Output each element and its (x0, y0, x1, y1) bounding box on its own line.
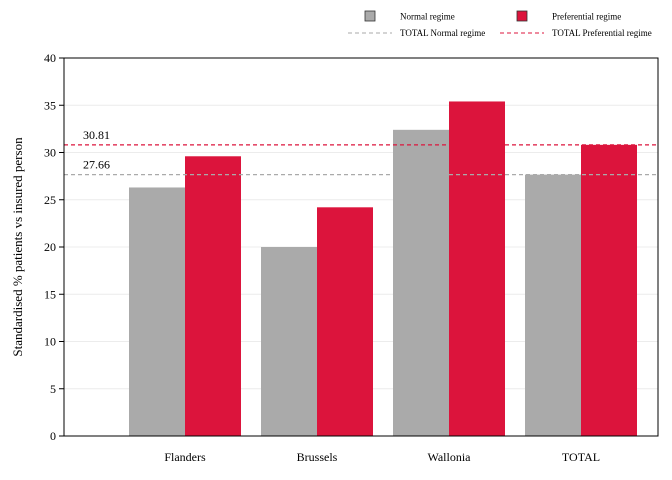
reference-line-label: 27.66 (83, 158, 110, 172)
bar-preferential-regime-wallonia (449, 101, 505, 436)
y-axis-label: Standardised % patients vs insured perso… (10, 137, 25, 357)
y-tick-label: 0 (50, 429, 56, 443)
bar-normal-regime-wallonia (393, 129, 449, 436)
y-tick-label: 25 (44, 193, 56, 207)
reference-line-label: 30.81 (83, 128, 110, 142)
x-tick-label: Wallonia (427, 450, 471, 464)
y-tick-label: 35 (44, 98, 56, 112)
bar-preferential-regime-flanders (185, 156, 241, 436)
legend-label: Preferential regime (552, 12, 621, 22)
y-tick-label: 10 (44, 335, 56, 349)
y-tick-label: 5 (50, 382, 56, 396)
y-tick-label: 20 (44, 240, 56, 254)
bars (129, 101, 637, 436)
bar-normal-regime-brussels (261, 247, 317, 436)
y-tick-label: 40 (44, 51, 56, 65)
x-axis: Flanders Brussels Wallonia TOTAL (164, 450, 600, 464)
legend-label: Normal regime (400, 12, 455, 22)
legend-swatch (364, 10, 376, 22)
bar-preferential-regime-brussels (317, 207, 373, 436)
y-tick-label: 15 (44, 287, 56, 301)
legend-swatch (516, 10, 528, 22)
x-tick-label: Flanders (164, 450, 206, 464)
legend-label: TOTAL Preferential regime (552, 28, 652, 38)
x-tick-label: Brussels (297, 450, 338, 464)
y-tick-label: 30 (44, 146, 56, 160)
legend: Normal regime Preferential regime TOTAL No… (348, 10, 652, 38)
reference-lines: 27.66 30.81 (64, 128, 658, 176)
bar-normal-regime-total (525, 174, 581, 436)
y-axis: 0 5 10 15 20 25 30 35 40 (44, 51, 64, 443)
bar-normal-regime-flanders (129, 187, 185, 436)
x-tick-label: TOTAL (562, 450, 600, 464)
bar-preferential-regime-total (581, 144, 637, 436)
legend-label: TOTAL Normal regime (400, 28, 485, 38)
